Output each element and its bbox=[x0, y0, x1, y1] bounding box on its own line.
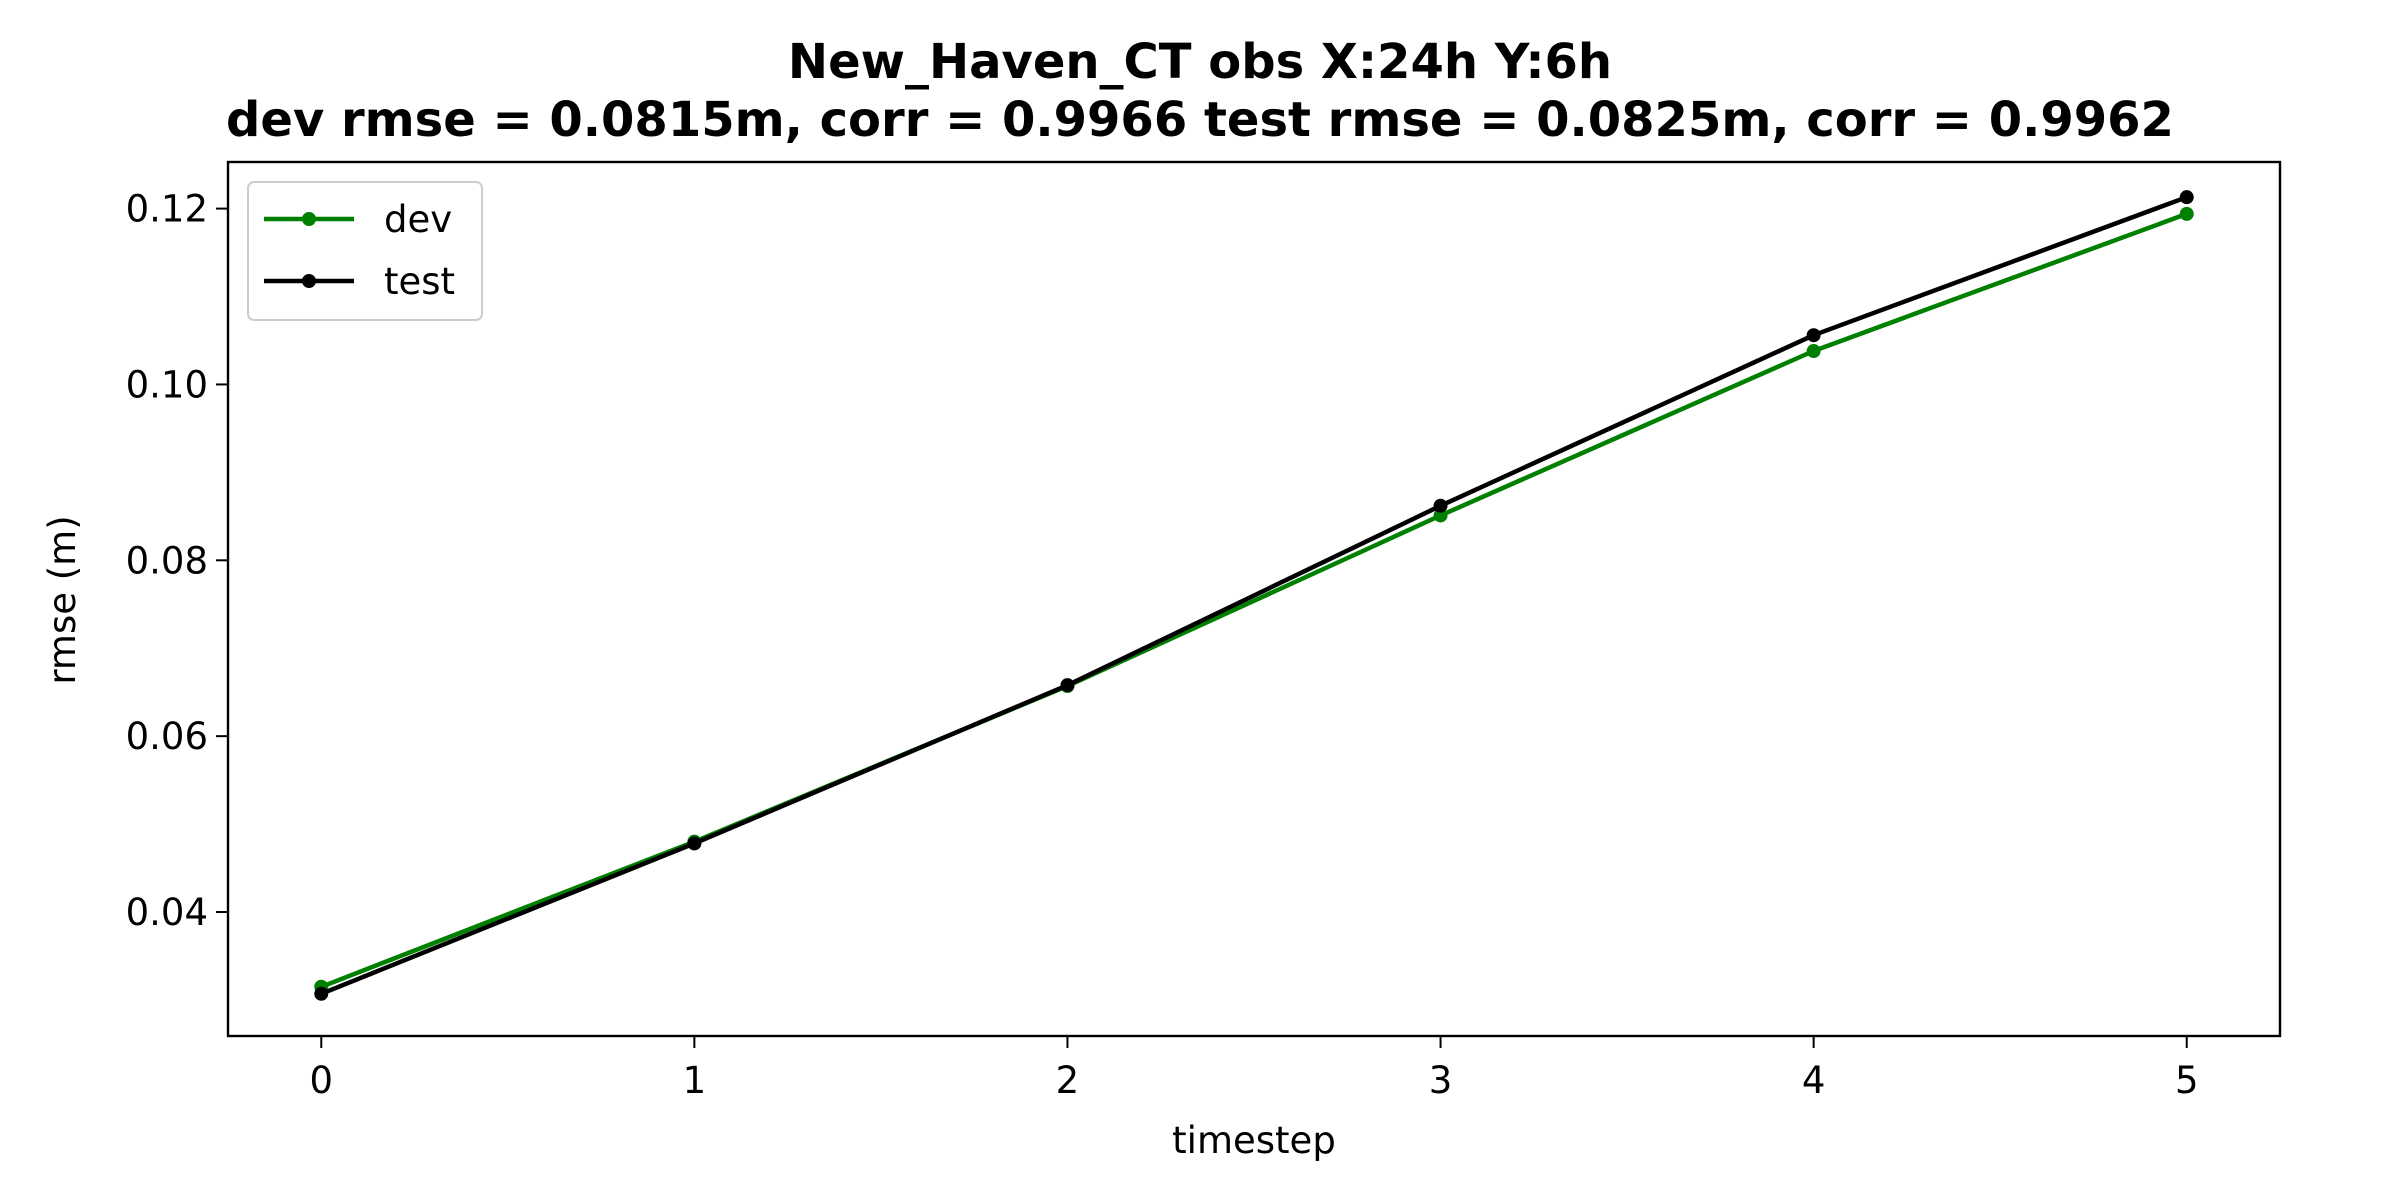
x-tick-label: 1 bbox=[683, 1059, 707, 1102]
y-tick-label: 0.10 bbox=[126, 363, 208, 406]
series-line-dev bbox=[320, 211, 2188, 989]
legend-marker-dev bbox=[302, 212, 316, 226]
y-axis-label: rmse (m) bbox=[41, 515, 84, 684]
legend-marker-test bbox=[302, 274, 316, 288]
x-tick-label: 5 bbox=[2175, 1059, 2199, 1102]
series-line-test bbox=[320, 195, 2188, 996]
data-point-test bbox=[1806, 328, 1821, 343]
data-point-test bbox=[314, 986, 329, 1001]
x-tick-label: 4 bbox=[1802, 1059, 1826, 1102]
data-point-test bbox=[1433, 498, 1448, 513]
y-tick-label: 0.06 bbox=[126, 715, 208, 758]
data-point-dev bbox=[1806, 344, 1821, 359]
chart-subtitle: dev rmse = 0.0815m, corr = 0.9966 test r… bbox=[226, 92, 2174, 148]
x-tick-label: 3 bbox=[1429, 1059, 1453, 1102]
chart-title: New_Haven_CT obs X:24h Y:6h bbox=[788, 34, 1612, 90]
plot-frame bbox=[226, 160, 2282, 1038]
data-point-dev bbox=[2179, 206, 2194, 221]
x-tick-label: 2 bbox=[1056, 1059, 1080, 1102]
legend-label-test: test bbox=[384, 260, 455, 303]
data-point-test bbox=[2179, 190, 2194, 205]
y-tick-label: 0.08 bbox=[126, 539, 208, 582]
data-point-test bbox=[1060, 678, 1075, 693]
data-point-test bbox=[687, 836, 702, 851]
x-tick-label: 0 bbox=[309, 1059, 333, 1102]
legend: dev test bbox=[247, 181, 483, 321]
plot-area: 0 1 2 3 4 5 0.04 0.06 0.08 0.10 0.12 bbox=[126, 160, 2282, 1102]
legend-label-dev: dev bbox=[384, 198, 452, 241]
x-axis-label: timestep bbox=[1172, 1119, 1336, 1162]
y-tick-label: 0.12 bbox=[126, 188, 208, 231]
data-point-dev bbox=[1433, 508, 1448, 523]
y-tick-label: 0.04 bbox=[126, 891, 208, 934]
